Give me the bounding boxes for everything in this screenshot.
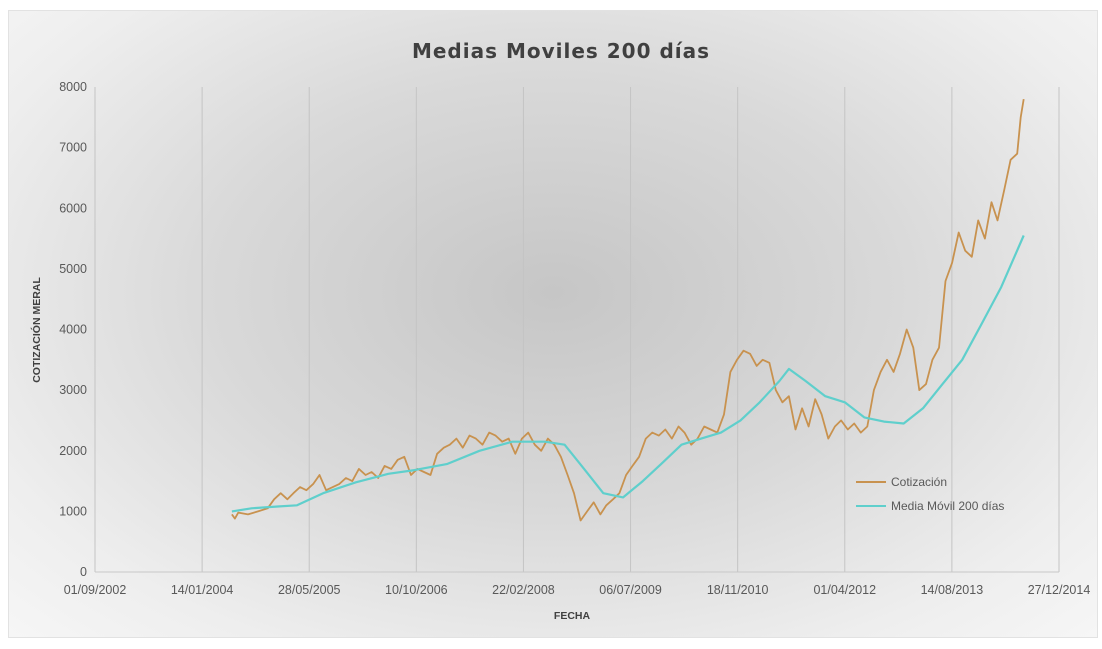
y-tick-label: 0 [80,565,87,579]
chart-svg: Medias Moviles 200 días 0 1000 2000 3000 400… [30,39,1091,622]
x-axis-label: FECHA [554,610,591,622]
chart-title: Medias Moviles 200 días [412,39,710,63]
y-tick-label: 6000 [59,201,87,215]
x-tick-label: 18/11/2010 [707,583,769,597]
x-tick-label: 28/05/2005 [278,583,341,597]
y-axis-label: COTIZACIÓN MERAL [30,277,43,383]
series-cotizacion-line [231,98,1025,522]
x-axis-ticks: 01/09/2002 14/01/2004 28/05/2005 10/10/2006… [64,583,1091,597]
x-tick-label: 06/07/2009 [599,583,662,597]
x-tick-label: 10/10/2006 [385,583,448,597]
y-tick-label: 5000 [59,262,87,276]
series-group [231,98,1025,522]
legend-label-media-movil: Media Móvil 200 días [891,499,1004,513]
y-axis-ticks: 0 1000 2000 3000 4000 5000 6000 7000 8000 [59,80,87,579]
x-tick-label: 14/08/2013 [921,583,984,597]
legend-label-cotizacion: Cotización [891,475,947,489]
y-tick-label: 1000 [59,504,87,518]
grid-lines [94,87,1060,572]
x-tick-label: 01/04/2012 [813,583,876,597]
x-tick-label: 01/09/2002 [64,583,127,597]
y-tick-label: 8000 [59,80,87,94]
legend: Cotización Media Móvil 200 días [856,475,1004,513]
x-tick-label: 27/12/2014 [1028,583,1091,597]
y-tick-label: 7000 [59,141,87,155]
x-tick-label: 14/01/2004 [171,583,234,597]
y-tick-label: 4000 [59,323,87,337]
series-media-movil-line [231,235,1025,513]
y-tick-label: 2000 [59,444,87,458]
y-tick-label: 3000 [59,383,87,397]
x-tick-label: 22/02/2008 [492,583,555,597]
chart-area: Medias Moviles 200 días 0 1000 2000 3000 400… [8,10,1098,638]
